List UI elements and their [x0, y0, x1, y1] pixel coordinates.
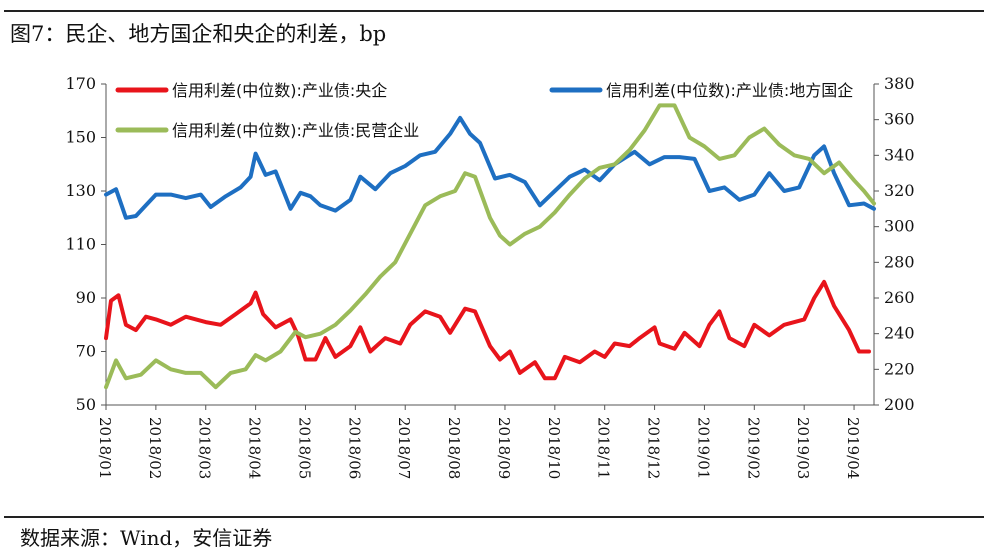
left-tick-label: 50 — [76, 395, 96, 414]
right-tick-label: 200 — [884, 395, 915, 414]
x-tick-label: 2018/11 — [595, 417, 613, 479]
right-tick-label: 220 — [884, 359, 915, 378]
legend-label-1: 信用利差(中位数):产业债:央企 — [172, 81, 387, 100]
right-tick-label: 240 — [884, 324, 915, 343]
left-tick-label: 170 — [65, 74, 96, 93]
bottom-rule — [4, 516, 984, 518]
x-tick-label: 2018/03 — [196, 417, 214, 479]
x-tick-label: 2018/02 — [146, 417, 164, 479]
series-line-3 — [104, 103, 876, 390]
right-tick-label: 380 — [884, 74, 915, 93]
series-line-2 — [104, 115, 876, 220]
series-group — [104, 103, 876, 390]
left-tick-label: 70 — [76, 342, 96, 361]
x-tick-label: 2018/04 — [246, 417, 264, 479]
source-note: 数据来源：Wind，安信证券 — [20, 526, 273, 550]
right-tick-label: 340 — [884, 145, 915, 164]
legend-label-2: 信用利差(中位数):产业债:地方国企 — [606, 81, 853, 100]
left-tick-label: 150 — [65, 128, 96, 147]
right-tick-label: 300 — [884, 217, 915, 236]
x-tick-label: 2019/03 — [794, 417, 812, 479]
legend-group: 信用利差(中位数):产业债:央企 信用利差(中位数):产业债:地方国企信用利差(中… — [115, 81, 853, 140]
legend-label-3: 信用利差(中位数):产业债:民营企业 — [172, 121, 419, 140]
top-rule — [4, 10, 984, 12]
left-tick-label: 130 — [65, 181, 96, 200]
x-tick-label: 2018/05 — [295, 417, 313, 479]
chart-title: 图7：民企、地方国企和央企的利差，bp — [10, 22, 387, 46]
right-tick-label: 280 — [884, 252, 915, 271]
left-tick-label: 110 — [65, 235, 96, 254]
x-tick-label: 2018/01 — [96, 417, 114, 479]
left-tick-label: 90 — [76, 288, 96, 307]
line-chart: 50 70 90 110 130 150 170 200 220 240 260 280 300 320 3… — [65, 74, 914, 479]
x-tick-label: 2019/02 — [744, 417, 762, 479]
x-tick-label: 2018/12 — [645, 417, 663, 479]
axes-group: 50 70 90 110 130 150 170 200 220 240 260 280 300 320 3… — [65, 74, 914, 479]
right-tick-label: 260 — [884, 288, 915, 307]
right-tick-label: 320 — [884, 181, 915, 200]
x-tick-label: 2018/06 — [345, 417, 363, 479]
x-tick-label: 2019/01 — [694, 417, 712, 479]
x-tick-label: 2018/10 — [545, 417, 563, 479]
x-tick-label: 2018/08 — [445, 417, 463, 479]
x-tick-label: 2019/04 — [844, 417, 862, 479]
series-line-1 — [104, 279, 871, 381]
x-tick-label: 2018/09 — [495, 417, 513, 479]
x-tick-label: 2018/07 — [395, 417, 413, 479]
right-tick-label: 360 — [884, 110, 915, 129]
